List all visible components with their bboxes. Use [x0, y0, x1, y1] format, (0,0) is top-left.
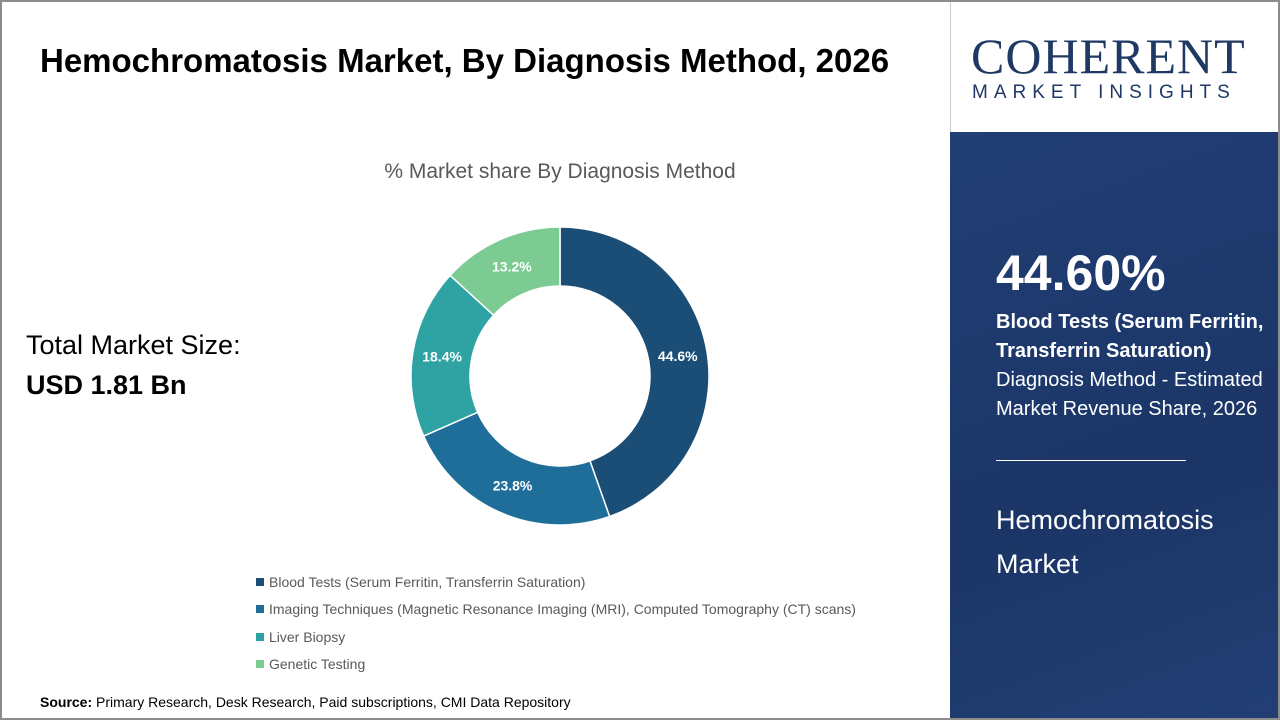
divider: [996, 460, 1186, 461]
highlight-percent: 44.60%: [996, 245, 1166, 301]
logo: COHERENT MARKET INSIGHTS: [950, 0, 1280, 132]
highlight-panel: 44.60% Blood Tests (Serum Ferritin, Tran…: [950, 132, 1280, 720]
donut-chart: 44.6% 23.8% 18.4% 13.2%: [410, 226, 710, 526]
donut-slice: [559, 226, 710, 518]
legend-item: Genetic Testing: [256, 651, 856, 679]
highlight-segment: Blood Tests (Serum Ferritin, Transferrin…: [996, 311, 1264, 362]
legend-label: Blood Tests (Serum Ferritin, Transferrin…: [269, 573, 586, 590]
slice-label: 13.2%: [492, 259, 532, 275]
legend-item: Blood Tests (Serum Ferritin, Transferrin…: [256, 568, 856, 596]
legend: Blood Tests (Serum Ferritin, Transferrin…: [256, 568, 856, 678]
highlight-description: Blood Tests (Serum Ferritin, Transferrin…: [996, 308, 1266, 424]
total-label: Total Market Size:: [26, 330, 241, 360]
legend-swatch: [256, 605, 264, 614]
logo-tagline: MARKET INSIGHTS: [972, 82, 1236, 103]
logo-wordmark: COHERENT: [971, 28, 1246, 84]
legend-item: Liver Biopsy: [256, 623, 856, 651]
donut-slice: [449, 226, 561, 317]
legend-label: Genetic Testing: [269, 656, 366, 673]
chart-title: % Market share By Diagnosis Method: [384, 160, 736, 183]
source-label: Source:: [40, 694, 93, 710]
legend-item: Imaging Techniques (Magnetic Resonance I…: [256, 596, 856, 624]
legend-label: Liver Biopsy: [269, 628, 346, 645]
source-text: Primary Research, Desk Research, Paid su…: [96, 694, 571, 710]
page-title: Hemochromatosis Market, By Diagnosis Met…: [40, 42, 890, 79]
total-value: USD 1.81 Bn: [26, 370, 187, 400]
legend-swatch: [256, 632, 264, 641]
slice-label: 18.4%: [422, 349, 462, 365]
market-name: Hemochromatosis Market: [996, 505, 1214, 579]
source-note: Source: Primary Research, Desk Research,…: [40, 694, 571, 710]
legend-swatch: [256, 577, 264, 586]
total-market-size: Total Market Size: USD 1.81 Bn: [26, 325, 241, 405]
slice-label: 23.8%: [493, 478, 533, 494]
slice-label: 44.6%: [658, 348, 698, 364]
donut-slice: [422, 411, 611, 526]
legend-label: Imaging Techniques (Magnetic Resonance I…: [269, 601, 856, 618]
legend-swatch: [256, 660, 264, 669]
highlight-desc-rest: Diagnosis Method - Estimated Market Reve…: [996, 369, 1263, 420]
